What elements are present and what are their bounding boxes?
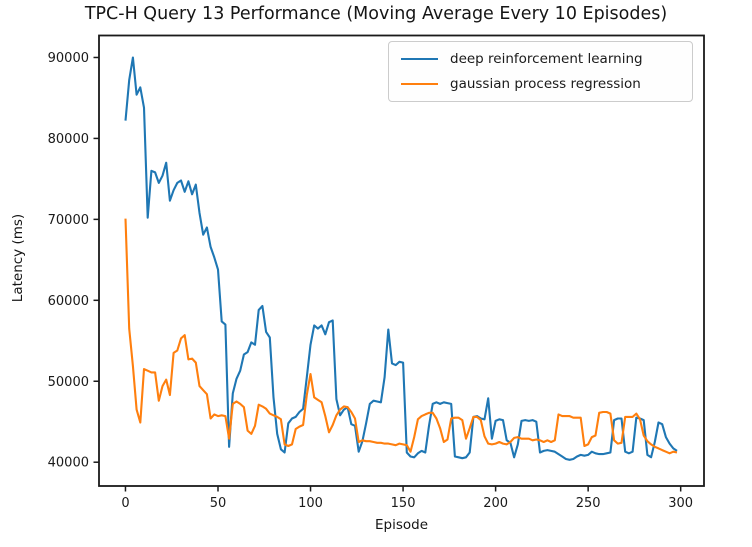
x-tick-label: 300 — [668, 496, 693, 511]
legend-line-swatch-orange — [401, 82, 438, 86]
y-tick-label: 60000 — [48, 294, 89, 309]
y-tick-label: 90000 — [48, 51, 89, 66]
y-tick-label: 80000 — [48, 132, 89, 147]
x-axis-label: Episode — [374, 517, 429, 533]
x-tick-label: 250 — [576, 496, 601, 511]
axes-spines — [98, 34, 705, 487]
legend-item-gaussian-process-regression[interactable]: gaussian process regression — [401, 76, 680, 92]
legend-label-deep-reinforcement-learning: deep reinforcement learning — [450, 51, 643, 67]
x-tick-label: 100 — [298, 496, 323, 511]
x-tick-label: 0 — [121, 496, 129, 511]
legend-line-swatch-blue — [401, 57, 438, 61]
legend-item-deep-reinforcement-learning[interactable]: deep reinforcement learning — [401, 51, 680, 67]
chart-title: TPC-H Query 13 Performance (Moving Avera… — [84, 4, 668, 24]
y-tick-label: 40000 — [48, 456, 89, 471]
y-tick-label: 50000 — [48, 375, 89, 390]
y-tick-label: 70000 — [48, 213, 89, 228]
series-line-1 — [124, 218, 678, 455]
x-tick-label: 50 — [210, 496, 227, 511]
x-tick-label: 200 — [483, 496, 508, 511]
x-tick-label: 150 — [391, 496, 416, 511]
legend-label-gaussian-process-regression: gaussian process regression — [450, 76, 641, 92]
legend: deep reinforcement learning gaussian pro… — [388, 41, 693, 102]
series-line-0 — [124, 56, 678, 461]
